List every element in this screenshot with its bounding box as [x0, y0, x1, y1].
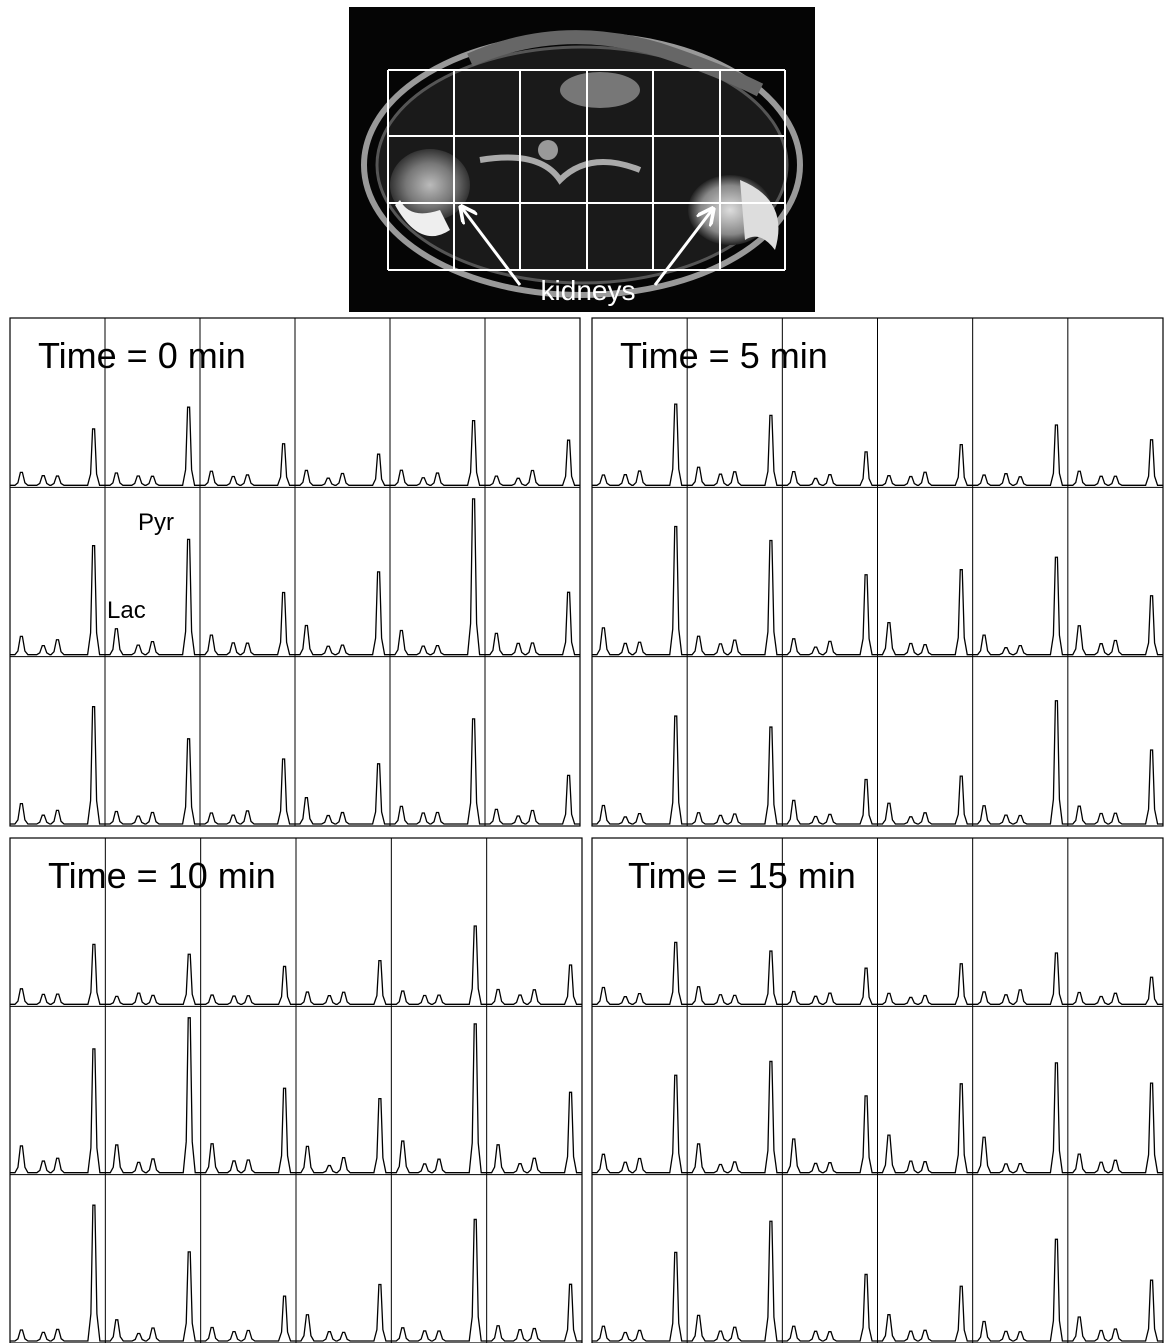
spectrum	[782, 967, 878, 1005]
peak-label: Lac	[107, 597, 146, 624]
spectrum	[200, 758, 295, 825]
spectrum	[10, 428, 105, 486]
spectrum	[390, 419, 485, 486]
spectrum	[782, 1095, 878, 1174]
spectrum	[105, 738, 200, 825]
spectrum	[486, 1091, 582, 1174]
spectrum	[105, 1251, 201, 1342]
spectrum	[1067, 1082, 1163, 1174]
spectrum	[592, 1074, 688, 1174]
spectrum	[877, 1285, 973, 1342]
spectrum	[687, 1060, 783, 1174]
spectrum	[485, 439, 580, 486]
spectrum	[485, 774, 580, 825]
spectrum	[687, 950, 783, 1005]
spectrum	[592, 941, 688, 1005]
spectra-panels: Time = 0 min Time = 5 min Time = 10 min Tim…	[9, 317, 1164, 1343]
spectrum	[1067, 1279, 1163, 1342]
spectrum	[296, 1097, 392, 1174]
spectrum	[391, 1023, 487, 1174]
spectrum	[10, 943, 106, 1005]
spectrum	[200, 443, 295, 486]
spectrum	[486, 964, 582, 1005]
panel-title: Time = 0 min	[38, 335, 246, 376]
spectrum	[972, 556, 1068, 656]
panel-title: Time = 10 min	[48, 855, 276, 896]
spectrum	[1067, 976, 1163, 1005]
arrow	[462, 208, 522, 286]
spectrum	[972, 1238, 1068, 1342]
spectrum	[1067, 439, 1163, 486]
spectrum	[296, 960, 392, 1005]
spectrum	[486, 1283, 582, 1342]
spectrum	[592, 1251, 688, 1342]
voxel-grid	[387, 69, 786, 271]
spectrum	[782, 574, 878, 656]
spectrum	[877, 443, 973, 486]
spectra-panel: Time = 5 min	[591, 317, 1164, 827]
arrow	[653, 210, 712, 286]
spectrum	[105, 406, 200, 486]
spectrum	[10, 545, 105, 656]
spectrum	[390, 718, 485, 825]
mri-image	[349, 7, 815, 312]
spectrum	[972, 424, 1068, 486]
spectrum	[972, 700, 1068, 825]
spectrum	[687, 726, 783, 825]
spectrum	[390, 498, 485, 656]
spectrum	[391, 1218, 487, 1342]
spectrum	[105, 1017, 201, 1174]
spectrum	[295, 763, 390, 825]
spectrum	[687, 1220, 783, 1342]
spectrum	[972, 1062, 1068, 1174]
image-label: kidneys	[541, 275, 636, 306]
spectrum	[296, 1283, 392, 1342]
spectrum	[782, 451, 878, 486]
spectrum	[782, 1273, 878, 1342]
spectra-panel: Time = 15 min	[591, 837, 1164, 1343]
spectrum	[592, 715, 688, 825]
spectrum	[485, 591, 580, 656]
spectrum	[295, 571, 390, 656]
spectrum	[592, 525, 688, 656]
spectrum	[10, 1048, 106, 1174]
spectrum	[687, 539, 783, 656]
spectrum	[200, 965, 296, 1005]
spectrum	[972, 952, 1068, 1005]
spectra-panel: Time = 10 min	[9, 837, 583, 1343]
peak-label: Pyr	[138, 509, 174, 536]
panel-title: Time = 5 min	[620, 335, 828, 376]
spectrum	[105, 953, 201, 1005]
spectrum	[200, 1087, 296, 1174]
spectrum	[782, 778, 878, 825]
spectrum	[1067, 595, 1163, 656]
spectrum	[200, 591, 295, 656]
spectrum	[10, 1204, 106, 1342]
spectrum	[687, 414, 783, 486]
spectrum	[592, 403, 688, 486]
spectra-panel: Time = 0 min	[9, 317, 581, 827]
spectrum	[877, 963, 973, 1005]
spectrum	[877, 775, 973, 825]
spectrum	[10, 706, 105, 825]
spectrum	[295, 453, 390, 486]
spectrum	[200, 1295, 296, 1342]
spectrum	[877, 569, 973, 656]
spectrum	[877, 1083, 973, 1174]
spectrum	[391, 925, 487, 1005]
panel-title: Time = 15 min	[628, 855, 856, 896]
spectrum	[1067, 749, 1163, 825]
spectrum	[105, 538, 200, 656]
